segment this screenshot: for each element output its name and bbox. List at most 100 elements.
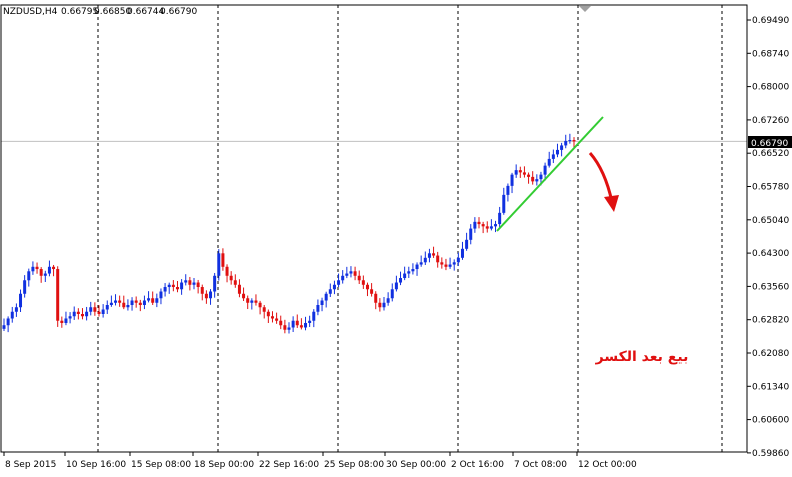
candle: [560, 142, 564, 157]
candle: [200, 284, 204, 301]
y-tick-label: 0.62820: [752, 316, 789, 326]
candle: [254, 294, 258, 306]
candle-body: [403, 273, 407, 279]
y-tick-label: 0.69490: [752, 16, 789, 26]
candle-body: [448, 264, 452, 267]
candle-body: [72, 311, 76, 317]
candle: [147, 291, 151, 303]
candle: [52, 264, 56, 277]
candle: [436, 251, 440, 268]
candle: [287, 322, 291, 334]
candle-body: [332, 284, 336, 290]
candle: [349, 266, 353, 278]
candle: [374, 291, 378, 310]
candle: [188, 276, 192, 291]
candle-body: [246, 298, 250, 303]
candle-body: [477, 221, 481, 225]
candle: [101, 304, 105, 318]
candle-body: [209, 291, 213, 299]
candle-body: [465, 239, 469, 249]
candle: [122, 295, 126, 310]
candle-body: [151, 298, 155, 303]
candle-body: [473, 221, 477, 229]
x-axis: 8 Sep 2015 10 Sep 16:00 15 Sep 08:00 18 Sep…: [3, 452, 637, 470]
candle-body: [543, 165, 547, 175]
candle-body: [155, 298, 159, 303]
candle: [564, 134, 568, 149]
candle: [572, 137, 576, 148]
candle: [266, 309, 270, 324]
candle-body: [555, 149, 559, 155]
candle-body: [31, 266, 35, 272]
candle-body: [419, 262, 423, 265]
candle: [394, 275, 398, 292]
candle: [64, 311, 68, 326]
candle-body: [399, 278, 403, 283]
candle-body: [510, 174, 514, 186]
candle: [47, 260, 51, 277]
plot-frame: [0, 4, 748, 453]
candle: [138, 299, 142, 312]
candle: [39, 267, 43, 283]
x-tick-label: 10 Sep 16:00: [66, 460, 126, 470]
x-tick-label: 12 Oct 00:00: [578, 460, 637, 470]
candle-body: [196, 282, 200, 288]
candle: [316, 299, 320, 316]
candle: [192, 277, 196, 290]
candle: [142, 295, 146, 310]
candle-body: [126, 305, 130, 308]
candle: [213, 272, 217, 298]
candle-body: [200, 287, 204, 294]
candle-body: [39, 269, 43, 276]
candle: [407, 266, 411, 278]
candle-body: [407, 271, 411, 274]
candle: [555, 143, 559, 158]
candle-body: [564, 140, 568, 146]
candle: [242, 287, 246, 302]
candle: [427, 248, 431, 263]
ohlc-close: 0.66790: [160, 7, 197, 17]
candle: [419, 255, 423, 267]
candle: [6, 316, 10, 333]
candle: [196, 279, 200, 294]
candle-body: [316, 305, 320, 312]
candle-body: [221, 253, 225, 267]
candle: [415, 262, 419, 276]
candle-body: [489, 226, 493, 229]
candle-body: [64, 318, 68, 323]
current-price-tag: [748, 136, 792, 148]
x-tick-label: 22 Sep 16:00: [259, 460, 319, 470]
candle-body: [357, 275, 361, 281]
candle: [258, 300, 262, 315]
candle-body: [522, 172, 526, 175]
candle-body: [56, 269, 60, 321]
candle: [308, 315, 312, 327]
chart-shift-marker[interactable]: [579, 6, 591, 12]
candle: [423, 251, 427, 265]
candle-body: [217, 253, 221, 276]
ohlc-open: 0.66795: [61, 7, 98, 17]
y-tick-label: 0.68740: [752, 49, 789, 59]
trendline[interactable]: [496, 116, 604, 232]
candle-body: [572, 140, 576, 142]
candle-body: [365, 284, 369, 290]
candle-body: [320, 300, 324, 306]
candle: [535, 174, 539, 186]
candle-body: [159, 291, 163, 299]
candle-body: [262, 307, 266, 312]
candle-body: [254, 300, 258, 303]
candle-body: [494, 224, 498, 227]
candle-body: [213, 275, 217, 292]
candle-body: [229, 275, 233, 281]
ohlc-high: 0.66850: [94, 7, 131, 17]
candle: [118, 295, 122, 307]
candle: [489, 219, 493, 231]
candle: [184, 274, 188, 286]
candle-body: [147, 298, 151, 301]
candle: [217, 249, 221, 281]
candle: [85, 306, 89, 321]
candle: [514, 164, 518, 178]
y-tick-label: 0.65780: [752, 183, 789, 193]
candle-body: [432, 253, 436, 256]
candle-body: [370, 289, 374, 294]
